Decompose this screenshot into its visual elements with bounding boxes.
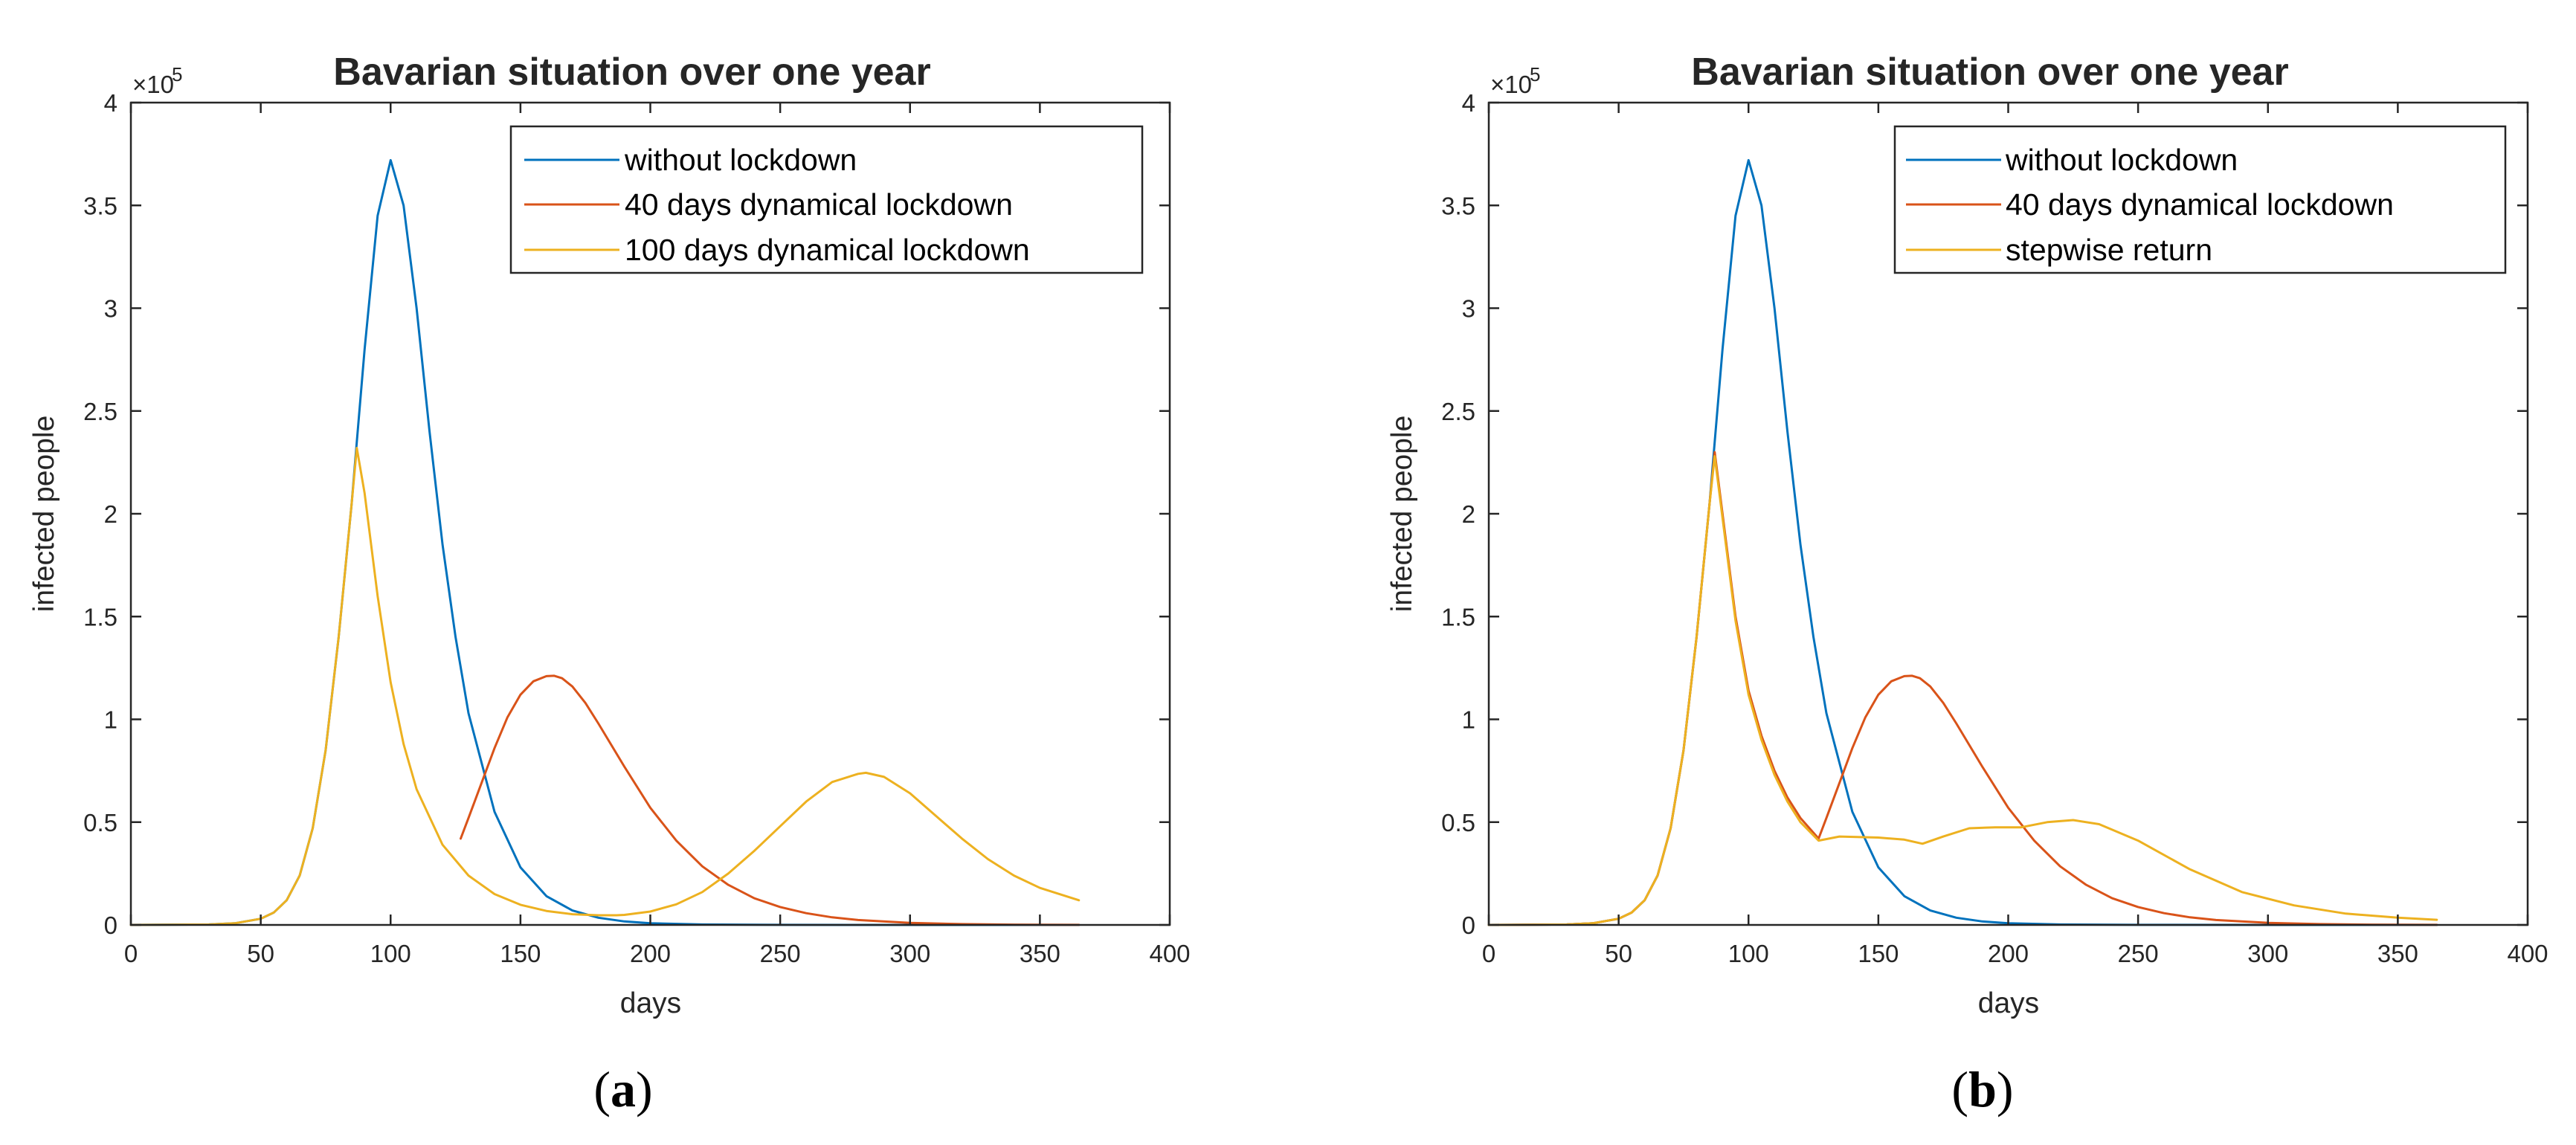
- x-tick-label: 350: [2377, 940, 2418, 967]
- y-exponent-power: 5: [172, 63, 182, 86]
- y-tick-label: 0.5: [1441, 809, 1475, 836]
- x-tick-label: 300: [2247, 940, 2288, 967]
- legend-label-100-days: 100 days dynamical lockdown: [625, 233, 1030, 267]
- y-tick-label: 1: [104, 706, 117, 734]
- x-tick-label: 150: [500, 940, 541, 967]
- x-tick-label: 300: [889, 940, 930, 967]
- y-tick-label: 2.5: [1441, 398, 1475, 425]
- x-tick-label: 0: [1482, 940, 1495, 967]
- series-line-40-days-dynamical-lockdown: [460, 674, 1081, 926]
- y-axis-label: infected people: [1386, 416, 1418, 613]
- x-tick-label: 200: [1988, 940, 2029, 967]
- chart-title: Bavarian situation over one year: [333, 51, 930, 94]
- legend-label-stepwise-return: stepwise return: [2006, 233, 2212, 267]
- y-axis-ticks: 0 0.5 1 1.5 2 2.5 3 3.5 4: [83, 89, 1170, 939]
- y-tick-label: 2.5: [83, 398, 117, 425]
- y-tick-label: 3.5: [83, 192, 117, 219]
- y-tick-label: 0: [104, 912, 117, 939]
- x-tick-label: 50: [1605, 940, 1632, 967]
- legend-box: [1893, 125, 2507, 274]
- y-tick-label: 3.5: [1441, 192, 1475, 219]
- x-tick-label: 100: [370, 940, 411, 967]
- y-tick-label: 4: [1462, 89, 1475, 117]
- chart-title: Bavarian situation over one year: [1691, 51, 2288, 94]
- y-tick-label: 1.5: [1441, 603, 1475, 630]
- legend: without lockdown 40 days dynamical lockd…: [1893, 125, 2507, 274]
- x-tick-label: 0: [124, 940, 138, 967]
- legend-label-40-days: 40 days dynamical lockdown: [625, 187, 1013, 222]
- x-tick-label: 200: [630, 940, 671, 967]
- caption-letter: a: [611, 1061, 636, 1117]
- legend-label-40-days: 40 days dynamical lockdown: [2006, 187, 2394, 222]
- plot-area: [129, 158, 1081, 926]
- svg-text:(b): (b): [1951, 1061, 2013, 1117]
- legend-label-without-lockdown: without lockdown: [624, 143, 857, 177]
- series-line-100-days-dynamical-lockdown: [129, 447, 1081, 926]
- y-exponent: ×10 5: [132, 63, 182, 98]
- legend: without lockdown 40 days dynamical lockd…: [509, 125, 1144, 274]
- x-tick-label: 100: [1728, 940, 1769, 967]
- y-exponent-base: ×10: [1490, 71, 1532, 98]
- y-tick-label: 2: [104, 500, 117, 528]
- series-line-40-days-dynamical-lockdown: [1487, 451, 2438, 926]
- caption-b: (b): [1951, 1061, 2013, 1117]
- x-axis-label: days: [620, 987, 681, 1019]
- x-tick-label: 150: [1858, 940, 1899, 967]
- y-axis-ticks: 0 0.5 1 1.5 2 2.5 3 3.5 4: [1441, 89, 2528, 939]
- y-exponent-base: ×10: [132, 71, 174, 98]
- y-tick-label: 0.5: [83, 809, 117, 836]
- series-line-stepwise-return: [1487, 455, 2438, 926]
- y-tick-label: 1.5: [83, 603, 117, 630]
- y-tick-label: 0: [1462, 912, 1475, 939]
- y-exponent: ×10 5: [1490, 63, 1540, 98]
- plot-area: [1487, 158, 2438, 926]
- x-tick-label: 400: [1149, 940, 1190, 967]
- y-tick-label: 3: [1462, 295, 1475, 323]
- legend-label-without-lockdown: without lockdown: [2005, 143, 2238, 177]
- caption-letter: b: [1968, 1061, 1997, 1117]
- x-tick-label: 350: [1020, 940, 1060, 967]
- y-tick-label: 4: [104, 89, 117, 117]
- x-tick-label: 250: [2118, 940, 2159, 967]
- panel-a: Bavarian situation over one year ×10 5 0…: [28, 51, 1191, 1117]
- y-tick-label: 3: [104, 295, 117, 323]
- x-axis-ticks: 0 50 100 150 200 250 300 350 400: [1482, 103, 2548, 967]
- y-tick-label: 2: [1462, 500, 1475, 528]
- series-line-without-lockdown: [129, 158, 1081, 926]
- x-tick-label: 400: [2507, 940, 2548, 967]
- y-axis-label: infected people: [28, 416, 60, 613]
- x-axis-label: days: [1978, 987, 2039, 1019]
- x-axis-ticks: 0 50 100 150 200 250 300 350 400: [124, 103, 1191, 967]
- panel-b: Bavarian situation over one year ×10 5 0…: [1386, 51, 2548, 1117]
- x-tick-label: 50: [247, 940, 274, 967]
- x-tick-label: 250: [760, 940, 801, 967]
- svg-text:(a): (a): [593, 1061, 652, 1117]
- caption-a: (a): [593, 1061, 652, 1117]
- y-tick-label: 1: [1462, 706, 1475, 734]
- y-exponent-power: 5: [1530, 63, 1540, 86]
- series-line-without-lockdown: [1487, 158, 2438, 926]
- legend-box: [509, 125, 1144, 274]
